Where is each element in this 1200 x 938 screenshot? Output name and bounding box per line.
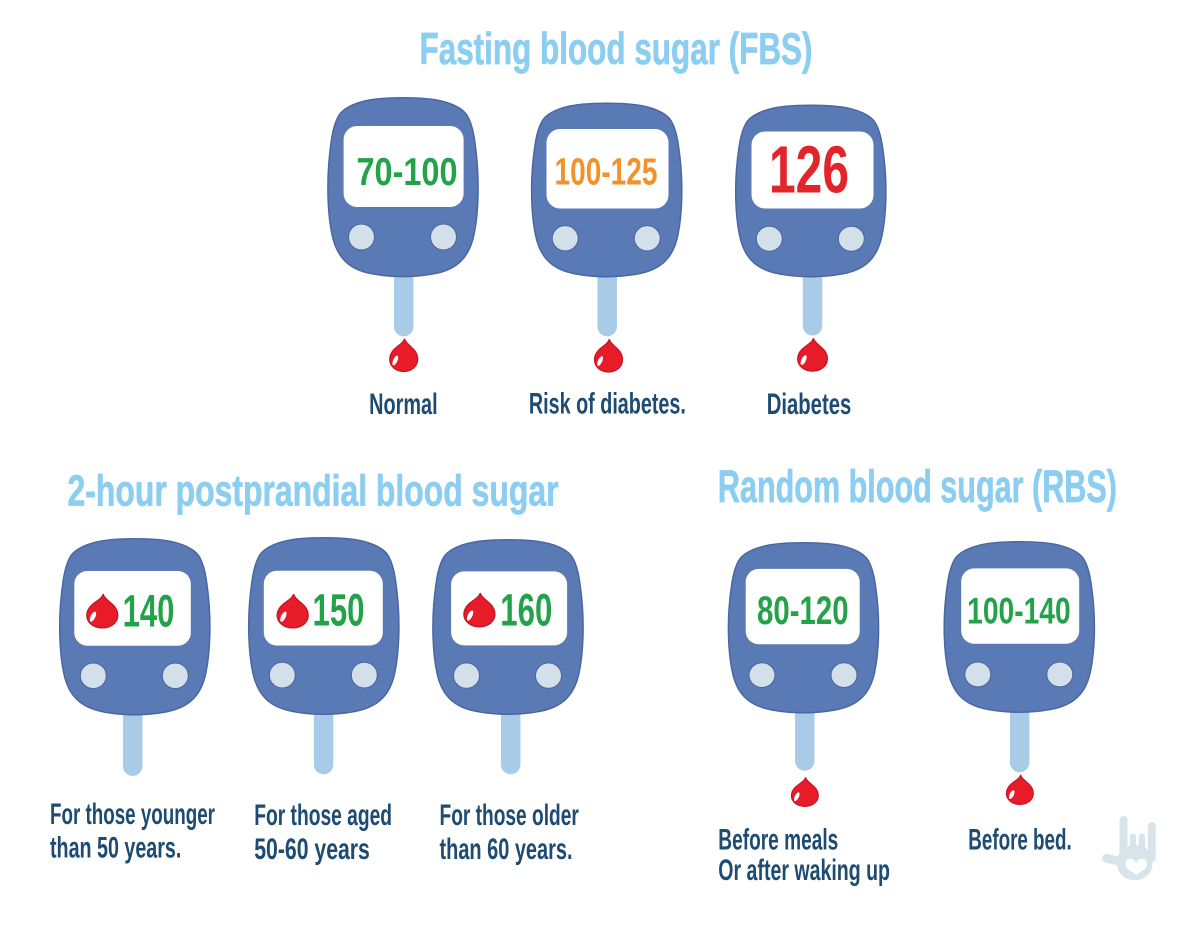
svg-text:160: 160 — [500, 585, 552, 636]
svg-text:Before bed.: Before bed. — [968, 823, 1071, 856]
svg-text:2-hour postprandial blood suga: 2-hour postprandial blood sugar — [68, 467, 559, 515]
svg-text:100-125: 100-125 — [555, 152, 658, 194]
svg-text:Or after waking up: Or after waking up — [718, 854, 890, 887]
svg-text:150: 150 — [313, 585, 365, 636]
svg-text:For those younger: For those younger — [50, 798, 215, 831]
svg-text:Fasting blood sugar (FBS): Fasting blood sugar (FBS) — [420, 25, 813, 74]
svg-text:Random blood sugar (RBS): Random blood sugar (RBS) — [718, 461, 1117, 512]
svg-text:70-100: 70-100 — [357, 151, 458, 194]
svg-text:For those aged: For those aged — [254, 799, 392, 832]
svg-text:140: 140 — [123, 586, 175, 637]
svg-text:100-140: 100-140 — [967, 591, 1071, 632]
svg-text:50-60 years: 50-60 years — [254, 833, 370, 866]
svg-text:Diabetes: Diabetes — [767, 388, 852, 421]
svg-text:than 50 years.: than 50 years. — [50, 832, 181, 865]
svg-text:Risk of diabetes.: Risk of diabetes. — [529, 388, 686, 421]
svg-text:Before meals: Before meals — [718, 823, 838, 856]
svg-text:Normal: Normal — [369, 388, 438, 421]
svg-text:80-120: 80-120 — [757, 589, 849, 633]
svg-text:than 60 years.: than 60 years. — [440, 833, 573, 866]
svg-text:126: 126 — [769, 134, 849, 208]
svg-text:For those older: For those older — [440, 799, 580, 832]
